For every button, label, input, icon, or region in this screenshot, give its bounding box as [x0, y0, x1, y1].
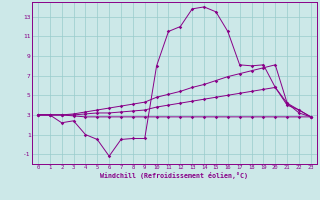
X-axis label: Windchill (Refroidissement éolien,°C): Windchill (Refroidissement éolien,°C)	[100, 172, 248, 179]
